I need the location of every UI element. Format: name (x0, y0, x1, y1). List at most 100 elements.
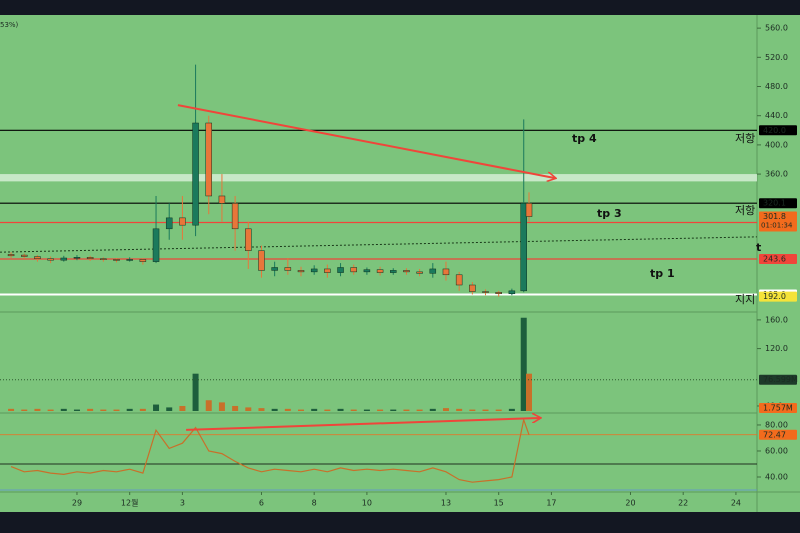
annotation: 저항 (735, 204, 755, 217)
volume-bar (218, 402, 225, 411)
volume-bar (47, 409, 54, 411)
volume-bar (153, 404, 160, 411)
candle-body (179, 217, 186, 226)
candle-body (297, 270, 305, 273)
candle-body (47, 258, 54, 261)
volume-bar (8, 408, 15, 411)
annotation: 지지 (735, 293, 755, 306)
x-tick-label: 3 (180, 499, 185, 508)
candle-body (376, 269, 384, 273)
volume-bar (416, 409, 423, 411)
x-tick-label: 22 (678, 499, 688, 508)
price-tag-label: 320.1 (763, 199, 786, 208)
annotation: t (756, 241, 761, 254)
price-tag-label: 192.0 (763, 292, 786, 301)
volume-bar (87, 408, 94, 411)
volume-bar (482, 409, 489, 411)
countdown-label: 01:01:34 (761, 222, 793, 230)
price-tag (759, 125, 797, 136)
volume-bar (60, 408, 67, 411)
x-tick-label: 12월 (121, 498, 139, 508)
candle-body (152, 228, 160, 262)
volume-bar (232, 405, 239, 411)
candle-body (113, 259, 120, 261)
volume-bar (469, 409, 476, 411)
volume-bar (21, 409, 28, 411)
volume-bar (526, 373, 533, 411)
volume-bar (377, 409, 384, 411)
y-tick-label: 440.0 (765, 111, 788, 120)
candle-body (192, 122, 199, 226)
volume-bar (298, 409, 305, 411)
y-tick-label: 120.0 (765, 344, 788, 353)
volume-bar (442, 408, 449, 411)
volume-bar (350, 409, 357, 411)
price-tag (759, 211, 797, 232)
candle-body (284, 267, 292, 271)
volume-bar (337, 408, 344, 411)
volume-bar (113, 409, 120, 411)
candle-body (165, 217, 173, 230)
candle-body (390, 270, 397, 273)
candle-body (337, 267, 344, 273)
annotation: 저항 (735, 132, 755, 145)
volume-bar (311, 408, 318, 411)
candle-body (126, 259, 133, 261)
y-tick-label: 80.00 (765, 420, 788, 429)
zone (0, 174, 757, 182)
chart-background (0, 15, 800, 512)
volume-bar (126, 408, 133, 411)
candle-body (455, 274, 463, 286)
y-tick-label: 360.0 (765, 170, 788, 179)
x-tick-label: 24 (731, 499, 741, 508)
annotation: tp 3 (597, 207, 622, 220)
y-tick-label: 560.0 (765, 24, 788, 33)
volume-bar (429, 408, 436, 411)
volume-bar (324, 409, 331, 411)
volume-bar (520, 317, 527, 411)
candle-body (245, 228, 252, 251)
volume-bar (363, 409, 370, 411)
price-tag-label: 243.6 (763, 255, 786, 264)
candle-body (416, 271, 423, 274)
candle-body (20, 254, 28, 257)
volume-bar (205, 400, 212, 411)
candle-body (442, 268, 450, 276)
price-tag (759, 403, 797, 413)
y-tick-label: 400.0 (765, 140, 788, 149)
volume-bar (495, 409, 502, 411)
volume-bar (508, 408, 515, 411)
y-tick-label: 60.00 (765, 446, 788, 455)
volume-bar (139, 408, 146, 411)
candle-body (324, 268, 331, 273)
candle-body (86, 257, 94, 259)
volume-bar (403, 409, 410, 411)
candle-body (231, 203, 239, 230)
volume-bar (34, 408, 41, 411)
bottom-bar (0, 512, 800, 533)
price-tag (759, 254, 797, 265)
arrow (186, 418, 540, 431)
candle-body (218, 195, 226, 204)
volume-bar (390, 409, 397, 411)
price-tag-label: 301.8 (763, 212, 786, 221)
rsi-line (10, 417, 530, 483)
candle-body (7, 254, 15, 257)
candle-body (363, 269, 371, 273)
price-tag-label: 76.599M (763, 375, 798, 384)
candle-body (482, 291, 489, 293)
price-tag (759, 429, 797, 440)
x-tick-label: 17 (546, 499, 556, 508)
volume-bar (192, 373, 199, 411)
candle-body (205, 122, 213, 197)
x-tick-label: 15 (494, 499, 504, 508)
arrow (177, 104, 555, 178)
candle-body (310, 268, 318, 273)
price-tag (759, 198, 797, 209)
price-tag-label: 1.757M (763, 404, 793, 413)
x-tick-label: 10 (362, 499, 372, 508)
candle-body (258, 250, 265, 271)
y-tick-label: 480.0 (765, 82, 788, 91)
candle-body (60, 257, 68, 261)
